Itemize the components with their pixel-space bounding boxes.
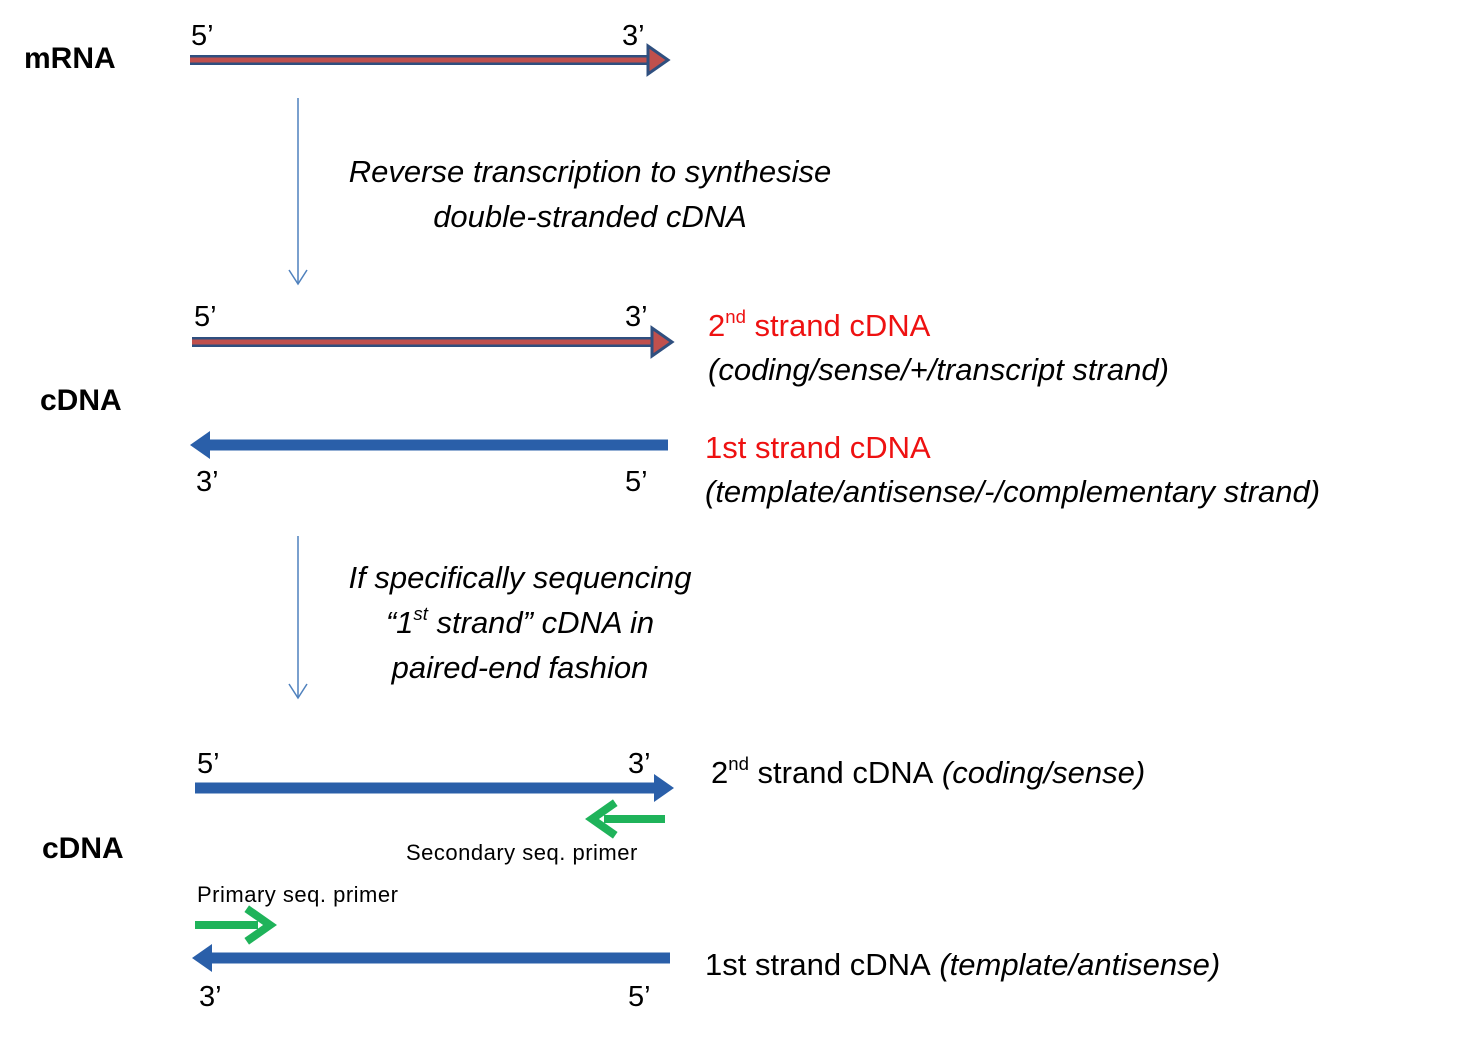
- first-strand-three-prime-1: 3’: [196, 466, 219, 498]
- step-arrow-2: [288, 536, 308, 700]
- second-strand-label-1: 2nd strand cDNA: [708, 305, 931, 343]
- first-strand-desc-1: (template/antisense/-/complementary stra…: [705, 474, 1321, 509]
- step-arrow-1: [288, 98, 308, 286]
- mrna-label: mRNA: [24, 42, 116, 75]
- cdna-label-1: cDNA: [40, 384, 122, 417]
- second-strand-label-2: 2nd strand cDNA (coding/sense): [711, 752, 1146, 790]
- second-strand-three-prime-2: 3’: [628, 748, 651, 780]
- secondary-primer-label: Secondary seq. primer: [406, 840, 638, 865]
- step1-caption: Reverse transcription to synthesise doub…: [315, 150, 865, 240]
- first-strand-arrow-1: [190, 431, 668, 459]
- first-strand-arrow-2: [192, 944, 670, 972]
- cdna-label-2: cDNA: [42, 832, 124, 865]
- first-strand-label-2: 1st strand cDNA (template/antisense): [705, 947, 1221, 982]
- second-strand-arrow-2: [195, 774, 674, 802]
- primary-primer-arrow: [195, 905, 277, 945]
- primary-primer-label: Primary seq. primer: [197, 882, 399, 907]
- second-strand-five-prime-1: 5’: [194, 301, 217, 333]
- second-strand-five-prime-2: 5’: [197, 748, 220, 780]
- secondary-primer-arrow: [585, 799, 665, 839]
- second-strand-desc-1: (coding/sense/+/transcript strand): [708, 352, 1169, 387]
- mrna-strand-arrow: [190, 43, 671, 77]
- step2-line1: If specifically sequencing: [348, 560, 692, 595]
- second-strand-arrow-1: [192, 325, 675, 359]
- mrna-five-prime: 5’: [191, 20, 214, 52]
- first-strand-five-prime-2: 5’: [628, 981, 651, 1013]
- first-strand-three-prime-2: 3’: [199, 981, 222, 1013]
- first-strand-label-1: 1st strand cDNA: [705, 430, 931, 465]
- step1-line2: double-stranded cDNA: [433, 198, 747, 234]
- step2-line3: paired-end fashion: [391, 649, 649, 685]
- first-strand-five-prime-1: 5’: [625, 466, 648, 498]
- step1-line1: Reverse transcription to synthesise: [348, 154, 832, 189]
- step2-line2: “1st strand” cDNA in: [385, 602, 655, 640]
- step2-caption: If specifically sequencing “1st strand” …: [320, 556, 720, 691]
- second-strand-three-prime-1: 3’: [625, 301, 648, 333]
- mrna-three-prime: 3’: [622, 20, 645, 52]
